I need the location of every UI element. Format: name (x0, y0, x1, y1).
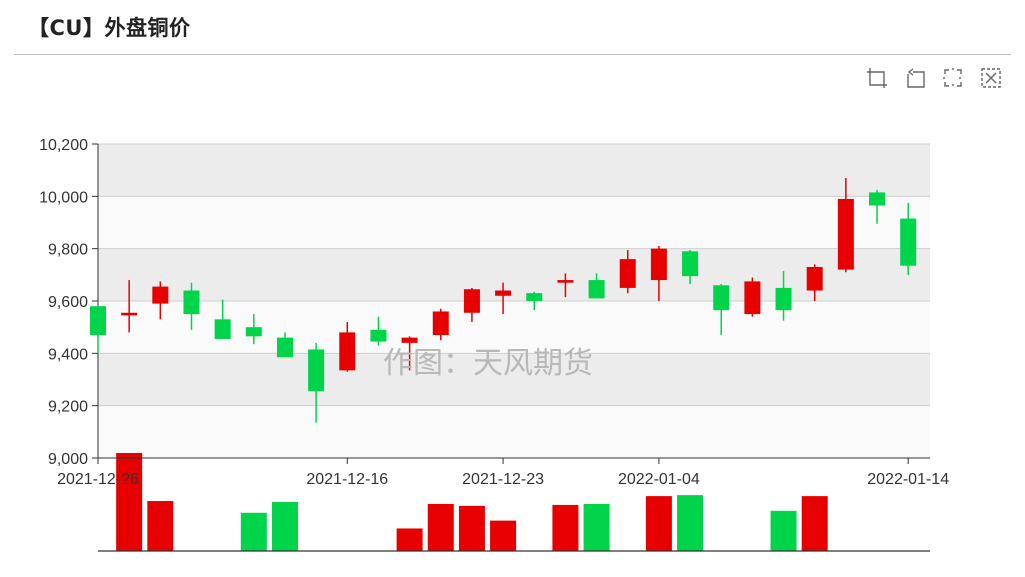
candle-body (900, 218, 917, 266)
candle (370, 316, 387, 346)
chart-toolbox (865, 66, 1003, 90)
volume-bar (770, 510, 797, 551)
volume-bar (427, 503, 454, 551)
save-image-icon[interactable] (979, 66, 1003, 90)
candle (432, 308, 449, 341)
candle-body (183, 290, 200, 315)
x-tick-label: 2021-12-23 (462, 471, 544, 488)
y-tick-label: 10,200 (39, 137, 88, 154)
y-axis: 9,000 9,200 9,400 9,600 9,800 10,000 10,200 (39, 137, 99, 468)
zoom-back-icon[interactable] (903, 66, 927, 90)
x-tick-label: 2022-01-04 (618, 471, 700, 488)
volume-bar (552, 504, 579, 551)
candle (245, 314, 262, 345)
y-tick-label: 9,600 (48, 294, 88, 311)
candle-body (837, 198, 854, 270)
candle-body (557, 280, 574, 283)
candle-body (121, 312, 138, 316)
candle (869, 189, 886, 224)
candle (775, 270, 792, 321)
candle (713, 283, 730, 336)
candle-body (713, 285, 730, 311)
candle-body (152, 286, 169, 304)
candle-body (308, 349, 325, 392)
candle-body (339, 332, 356, 371)
candle (308, 342, 325, 423)
candle-body (495, 290, 512, 296)
y-tick-label: 9,000 (48, 451, 88, 468)
candle-body (526, 293, 543, 301)
candle (214, 299, 231, 339)
candle (183, 282, 200, 330)
candlestick-series (90, 178, 917, 423)
volume-bar (240, 512, 267, 551)
candle (557, 273, 574, 298)
candle (401, 336, 418, 371)
candle-body (744, 281, 761, 315)
candle-body (619, 259, 636, 288)
candle-body (245, 327, 262, 337)
candle-body (401, 337, 418, 343)
candle-body (588, 280, 605, 299)
candle (837, 178, 854, 273)
candle-body (806, 266, 823, 291)
candle (495, 282, 512, 315)
plot-band (98, 248, 930, 301)
candle (744, 277, 761, 317)
volume-bar (147, 501, 174, 551)
plot-band (98, 144, 930, 197)
volume-bar (583, 503, 610, 551)
candle-body (370, 329, 387, 342)
candle-body (90, 306, 106, 336)
x-tick-label: 2022-01-14 (867, 471, 949, 488)
candle (90, 306, 106, 354)
plot-band (98, 353, 930, 406)
candle (339, 321, 356, 372)
candle-body (214, 319, 231, 339)
plot-background (98, 144, 930, 458)
candle-body (432, 311, 449, 336)
volume-bar (271, 502, 298, 551)
volume-bar (396, 528, 423, 551)
volume-bar (116, 453, 143, 551)
candle (650, 246, 667, 301)
candle-body (276, 337, 293, 358)
volume-bar (645, 496, 672, 551)
header: 【CU】外盘铜价 (14, 0, 1011, 55)
candle (619, 249, 636, 294)
volume-bar (458, 505, 485, 551)
candle (463, 287, 480, 322)
y-tick-label: 9,800 (48, 242, 88, 259)
candle-body (650, 248, 667, 281)
plot-band (98, 196, 930, 249)
watermark: 作图：天风期货 (383, 346, 593, 381)
candle (121, 280, 138, 333)
candle-body (463, 289, 480, 313)
x-tick-label: 2021-12-16 (306, 471, 388, 488)
candle (588, 273, 605, 299)
x-axis: 2021-12-?6 2021-12-16 2021-12-23 2022-01-04… (57, 457, 949, 488)
candle (152, 281, 169, 320)
x-tick-label: 2021-12-?6 (57, 471, 139, 488)
candle (900, 202, 917, 275)
candle-body (682, 251, 699, 277)
y-tick-label: 9,400 (48, 346, 88, 363)
restore-icon[interactable] (941, 66, 965, 90)
candle (806, 264, 823, 301)
page-title: 【CU】外盘铜价 (28, 16, 191, 40)
candle (682, 249, 699, 284)
zoom-select-icon[interactable] (865, 66, 889, 90)
candle (276, 332, 293, 358)
candle (526, 291, 543, 311)
volume-series (98, 453, 930, 552)
y-tick-label: 10,000 (39, 189, 88, 206)
y-tick-label: 9,200 (48, 399, 88, 416)
volume-bar (801, 496, 828, 551)
candle-body (775, 287, 792, 311)
volume-bar (490, 520, 517, 551)
candle-body (869, 192, 886, 206)
volume-bar (677, 495, 704, 551)
plot-band (98, 405, 930, 458)
